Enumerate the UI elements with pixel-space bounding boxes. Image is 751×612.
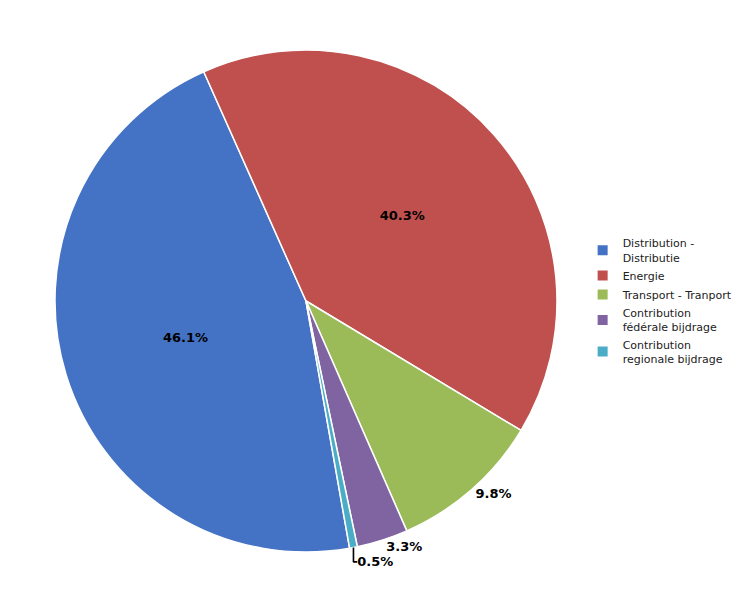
svg-text:Contributionfédérale bijdrage: Contributionfédérale bijdrage — [623, 307, 717, 334]
svg-text:3.3%: 3.3% — [386, 539, 422, 554]
svg-text:46.1%: 46.1% — [163, 330, 208, 345]
svg-text:Energie: Energie — [623, 270, 665, 283]
svg-text:0.5%: 0.5% — [357, 554, 393, 569]
svg-text:Contributionregionale bijdrage: Contributionregionale bijdrage — [623, 339, 723, 366]
svg-text:Transport - Tranport: Transport - Tranport — [622, 289, 732, 302]
svg-text:40.3%: 40.3% — [380, 208, 425, 223]
svg-text:9.8%: 9.8% — [475, 486, 511, 501]
svg-text:Distribution -Distributie: Distribution -Distributie — [623, 237, 695, 264]
